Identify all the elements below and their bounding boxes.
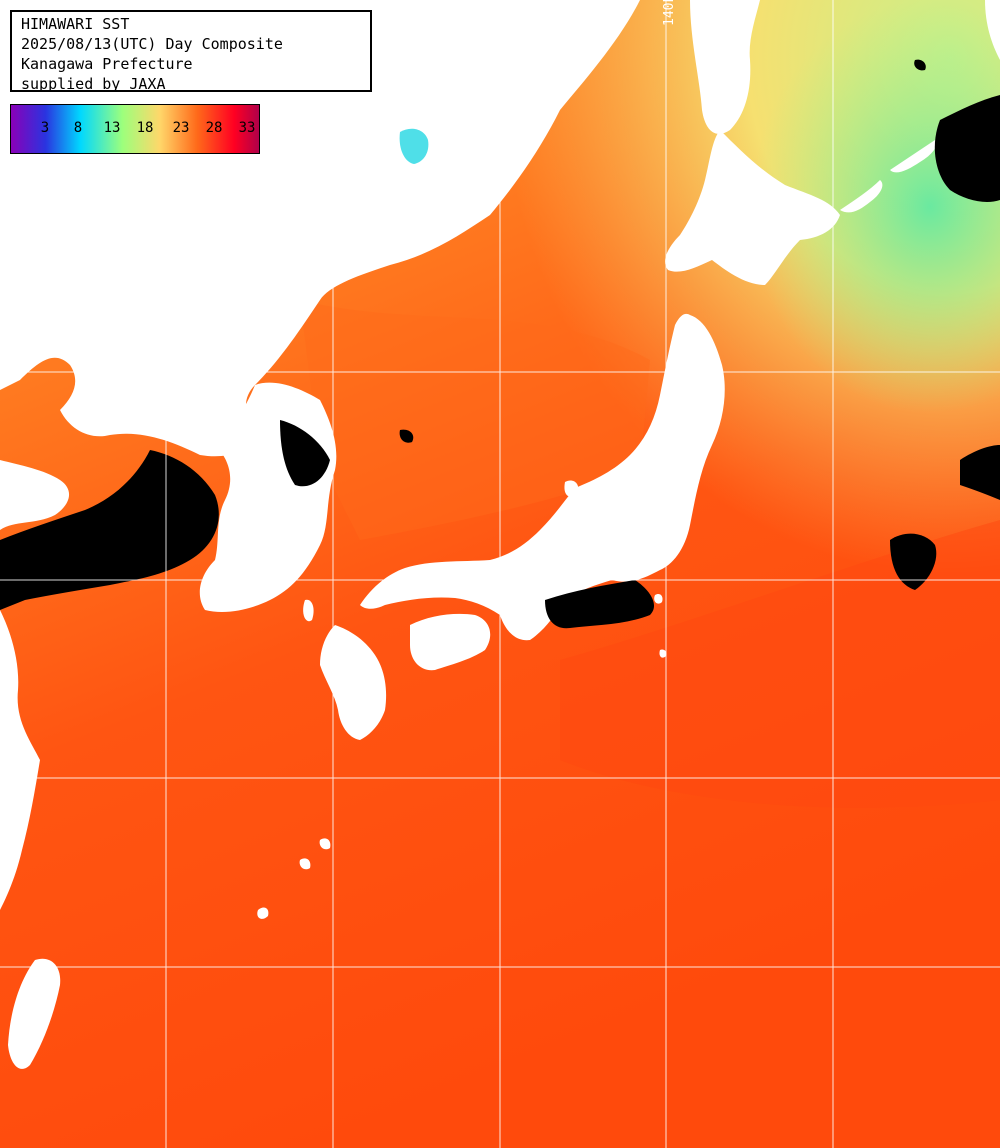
land-kuril-2 [890,140,937,173]
cloud-kuroshio-south [545,580,655,629]
land-sakhalin [690,0,760,134]
lat-label-40n: 40N [8,354,32,369]
cloud-pacific-east [890,533,937,590]
colorbar-tick-33: 33 [238,120,256,136]
land-china-central [0,610,40,910]
title-box: HIMAWARI SST 2025/08/13(UTC) Day Composi… [10,10,372,93]
colorbar-tick-3: 3 [40,120,50,136]
cool-patch-north [399,128,429,164]
cloud-korea-west [280,420,330,487]
colorbar-gradient [11,105,259,153]
land-taiwan [8,958,61,1069]
islands-izu [654,593,667,658]
title-line-1: HIMAWARI SST [21,15,130,33]
colorbar-tick-8: 8 [73,120,83,136]
cloud-northeast-2 [960,445,1000,500]
colorbar-tick-28: 28 [205,120,223,136]
land-china-east [0,460,70,530]
kuroshio-warm-band [560,520,1000,808]
cloud-sea-of-okhotsk [914,59,926,71]
land-kyushu [320,625,387,740]
temperature-colorbar: 3 8 13 18 23 28 33 [10,104,260,154]
cloud-northeast-1 [934,95,1000,202]
title-line-3: Kanagawa Prefecture [21,55,193,73]
colorbar-tick-23: 23 [172,120,190,136]
lon-label-140e: 140E [662,0,677,26]
cloud-sea-of-japan [399,429,414,443]
land-hokkaido [665,130,840,285]
sea-of-japan-warm-band [300,300,650,540]
land-kuril-1 [840,180,883,213]
cloud-east-china-sea [0,450,219,610]
land-tsushima [303,599,314,622]
colorbar-tick-13: 13 [103,120,121,136]
colorbar-tick-18: 18 [136,120,154,136]
land-honshu [360,313,725,641]
land-kamchatka-edge [985,0,1000,60]
land-shikoku [410,613,491,671]
islands-ryukyu [257,838,331,919]
land-sado [564,480,579,497]
title-line-2: 2025/08/13(UTC) Day Composite [21,35,283,53]
lat-label-30n: 30N [8,760,32,775]
title-line-4: supplied by JAXA [21,75,166,93]
